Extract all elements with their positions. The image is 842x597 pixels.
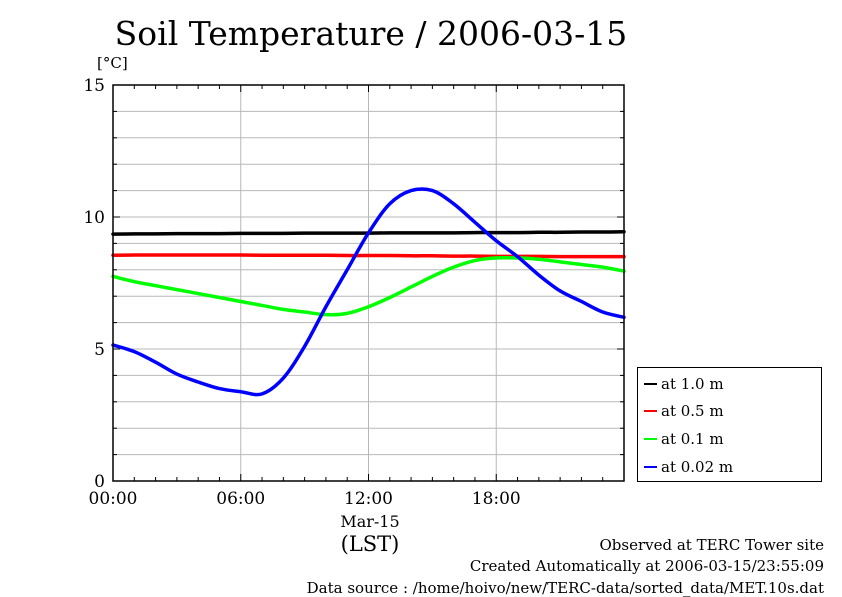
legend-swatch-05m [644, 410, 657, 412]
x-tick-label: 12:00 [344, 489, 393, 509]
series-line-05m [111, 253, 626, 259]
plot-frame [112, 84, 625, 482]
footer-observed-site: Observed at TERC Tower site [599, 536, 824, 554]
legend-label-1m: at 1.0 m [661, 375, 724, 393]
y-tick-label: 15 [83, 76, 105, 96]
y-tick-label: 10 [83, 208, 105, 228]
x-tick-label: 18:00 [472, 489, 521, 509]
chart-legend: at 1.0 m at 0.5 m at 0.1 m at 0.02 m [637, 367, 822, 482]
legend-label-002m: at 0.02 m [661, 458, 734, 476]
legend-item-01m: at 0.1 m [644, 429, 724, 449]
legend-swatch-1m [644, 383, 657, 385]
series-line-002m [111, 187, 626, 397]
legend-label-05m: at 0.5 m [661, 402, 724, 420]
x-tick-label: 06:00 [216, 489, 265, 509]
legend-item-002m: at 0.02 m [644, 457, 733, 477]
legend-label-01m: at 0.1 m [661, 430, 724, 448]
chart-title: Soil Temperature / 2006-03-15 [114, 14, 628, 53]
legend-item-05m: at 0.5 m [644, 401, 724, 421]
y-tick-label: 0 [94, 472, 105, 492]
footer-created-time: Created Automatically at 2006-03-15/23:5… [469, 557, 824, 575]
y-axis-unit-label: [°C] [97, 54, 128, 72]
x-axis-lst-label: (LST) [340, 532, 400, 556]
x-axis-date-label: Mar-15 [340, 512, 400, 531]
x-tick-label: 00:00 [89, 489, 138, 509]
y-tick-label: 5 [94, 340, 105, 360]
legend-swatch-002m [644, 466, 657, 468]
series-line-01m [111, 255, 626, 317]
footer-data-source: Data source : /home/hoivo/new/TERC-data/… [306, 579, 824, 597]
legend-swatch-01m [644, 438, 657, 440]
legend-item-1m: at 1.0 m [644, 374, 724, 394]
